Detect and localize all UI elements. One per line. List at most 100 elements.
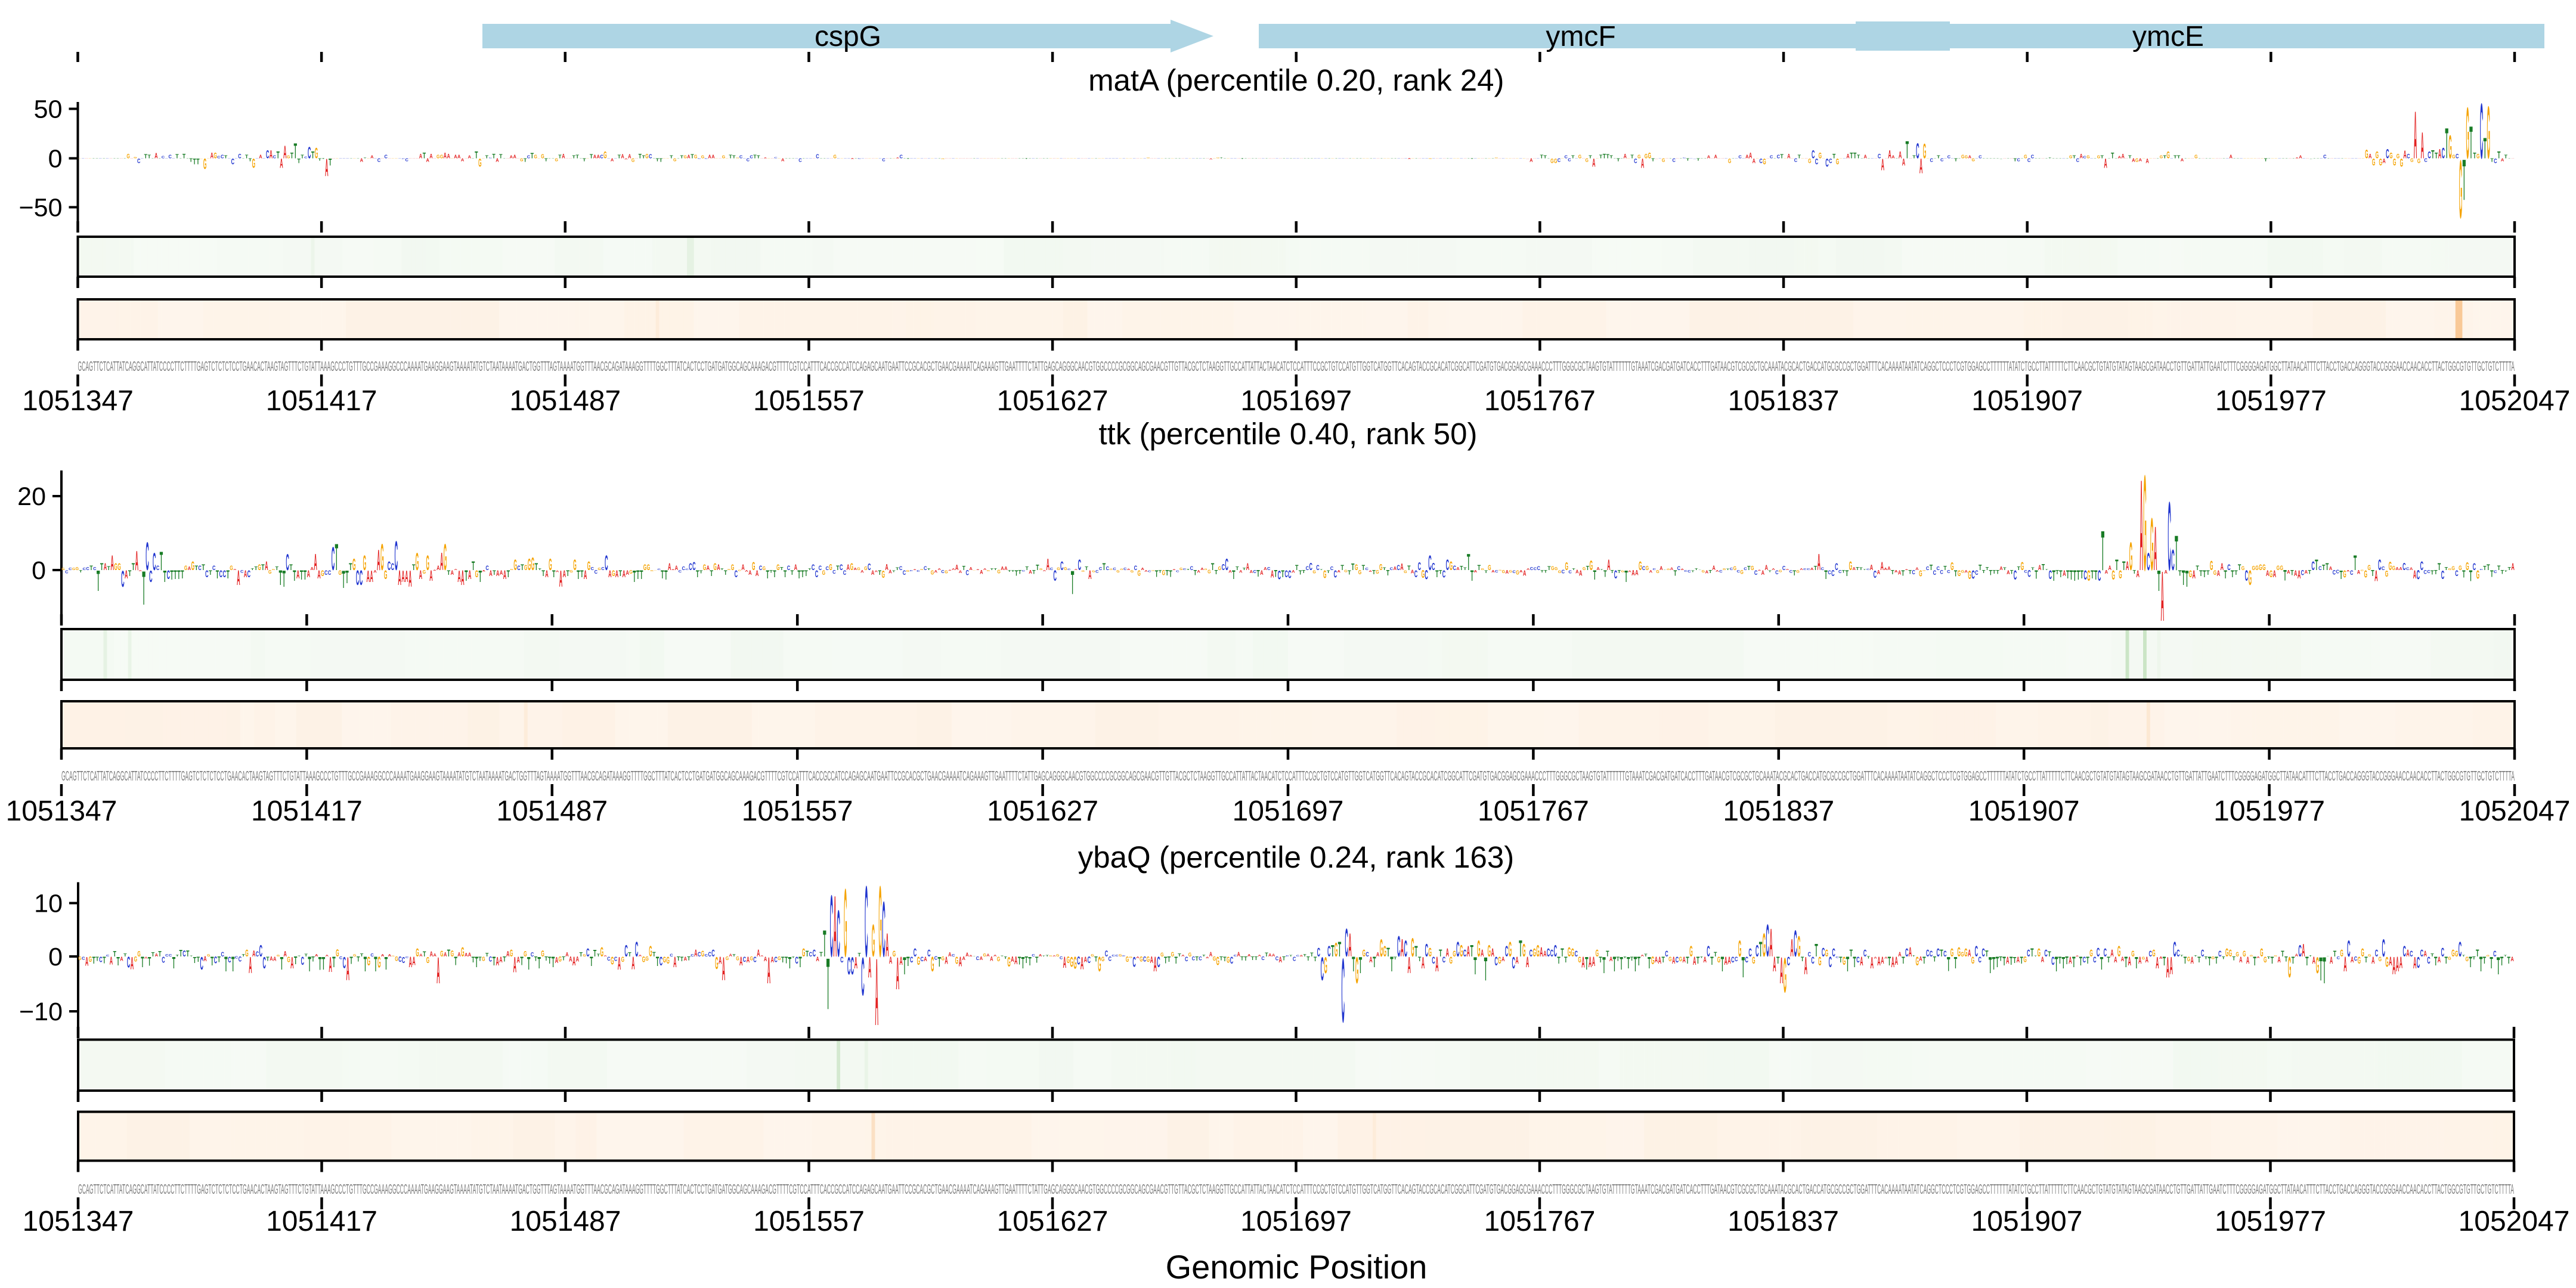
svg-text:G: G (2131, 950, 2134, 959)
svg-text:G: G (380, 537, 383, 578)
svg-text:C: C (2044, 948, 2048, 959)
svg-text:A: A (1877, 569, 1881, 575)
svg-text:C: C (851, 953, 854, 980)
svg-text:A: A (1772, 568, 1775, 571)
svg-text:C: C (934, 955, 938, 961)
svg-text:A: A (1446, 947, 1450, 959)
svg-text:T: T (1362, 564, 1366, 572)
svg-text:T: T (2490, 157, 2494, 163)
svg-text:T: T (1992, 158, 1996, 159)
svg-text:C: C (2318, 565, 2322, 571)
svg-text:C: C (69, 568, 72, 571)
svg-text:G: G (1568, 945, 1571, 960)
svg-text:G: G (642, 955, 645, 964)
svg-text:G: G (726, 158, 729, 159)
svg-text:C: C (2417, 568, 2420, 583)
svg-text:G: G (258, 564, 261, 572)
svg-text:C: C (405, 157, 408, 163)
svg-text:T: T (148, 955, 151, 969)
svg-text:A: A (2346, 570, 2350, 572)
svg-text:T: T (572, 154, 576, 159)
svg-text:T: T (2322, 564, 2326, 572)
svg-text:G: G (1498, 954, 1501, 966)
svg-text:C: C (247, 568, 251, 580)
svg-text:A: A (983, 568, 987, 571)
svg-text:C: C (339, 956, 342, 960)
svg-text:T: T (2055, 158, 2059, 159)
svg-text:T: T (1386, 946, 1390, 959)
svg-text:C: C (1614, 569, 1618, 581)
svg-text:A: A (2256, 956, 2260, 959)
svg-text:C: C (2051, 955, 2055, 968)
svg-text:G: G (2361, 570, 2364, 572)
svg-text:T: T (360, 953, 363, 958)
svg-text:A: A (764, 956, 767, 963)
svg-text:T: T (1674, 569, 1677, 578)
svg-text:C: C (1113, 568, 1116, 571)
svg-text:G: G (1119, 954, 1122, 958)
svg-text:A: A (639, 955, 642, 958)
svg-text:T: T (95, 956, 99, 963)
svg-text:T: T (1372, 569, 1376, 576)
svg-text:T: T (1571, 154, 1575, 159)
svg-text:C: C (1730, 568, 1733, 571)
svg-text:C: C (1936, 566, 1940, 571)
svg-text:G: G (1355, 564, 1358, 572)
svg-text:T: T (2184, 955, 2187, 966)
svg-text:C: C (635, 939, 638, 962)
svg-text:A: A (130, 158, 134, 159)
svg-text:G: G (1129, 158, 1133, 159)
svg-text:G: G (1763, 157, 1766, 166)
svg-text:T: T (1178, 952, 1181, 958)
svg-text:G: G (1204, 569, 1207, 571)
svg-text:G: G (776, 564, 779, 572)
svg-text:G: G (631, 157, 634, 163)
svg-text:C: C (262, 158, 266, 159)
svg-text:A: A (959, 158, 962, 159)
svg-text:T: T (2205, 158, 2209, 159)
svg-text:C: C (1439, 158, 1442, 159)
svg-text:A: A (965, 158, 969, 159)
svg-text:ybaQ (percentile 0.24, rank 16: ybaQ (percentile 0.24, rank 163) (1078, 840, 1514, 874)
svg-text:A: A (1400, 562, 1404, 572)
svg-text:A: A (1919, 155, 1922, 178)
svg-text:T: T (2017, 565, 2021, 571)
svg-text:C: C (1306, 566, 1309, 572)
svg-text:T: T (1663, 569, 1667, 570)
svg-text:G: G (1554, 157, 1557, 165)
svg-text:A: A (593, 154, 597, 159)
svg-text:C: C (2148, 950, 2151, 959)
svg-text:C: C (1432, 955, 1435, 966)
svg-text:G: G (1460, 943, 1463, 961)
svg-text:G: G (2255, 564, 2258, 571)
svg-text:T: T (1543, 154, 1547, 159)
svg-text:C: C (384, 154, 388, 159)
svg-text:G: G (2476, 153, 2479, 160)
svg-text:C: C (405, 956, 409, 959)
svg-text:A: A (2156, 955, 2159, 973)
svg-text:T: T (1255, 955, 1258, 961)
svg-text:T: T (1773, 158, 1777, 159)
svg-text:C: C (266, 149, 270, 162)
svg-text:C: C (698, 951, 701, 958)
svg-text:G: G (920, 569, 923, 571)
svg-text:T: T (2445, 566, 2448, 571)
svg-text:T: T (2163, 154, 2167, 159)
svg-text:C: C (1183, 568, 1187, 571)
svg-text:A: A (711, 154, 715, 159)
svg-text:A: A (307, 568, 311, 580)
svg-text:T: T (242, 953, 245, 958)
svg-text:T: T (478, 956, 481, 963)
svg-text:T: T (1586, 565, 1590, 571)
svg-text:A: A (729, 954, 732, 958)
svg-text:T: T (1867, 158, 1871, 159)
svg-text:G: G (1968, 568, 1971, 582)
svg-text:G: G (1070, 954, 1073, 970)
svg-text:T: T (2354, 552, 2357, 575)
svg-text:C: C (1943, 950, 1946, 959)
svg-text:G: G (1957, 945, 1960, 960)
svg-text:G: G (352, 556, 355, 574)
svg-text:T: T (1470, 567, 1474, 584)
svg-text:G: G (647, 564, 650, 572)
svg-text:G: G (1109, 569, 1112, 571)
